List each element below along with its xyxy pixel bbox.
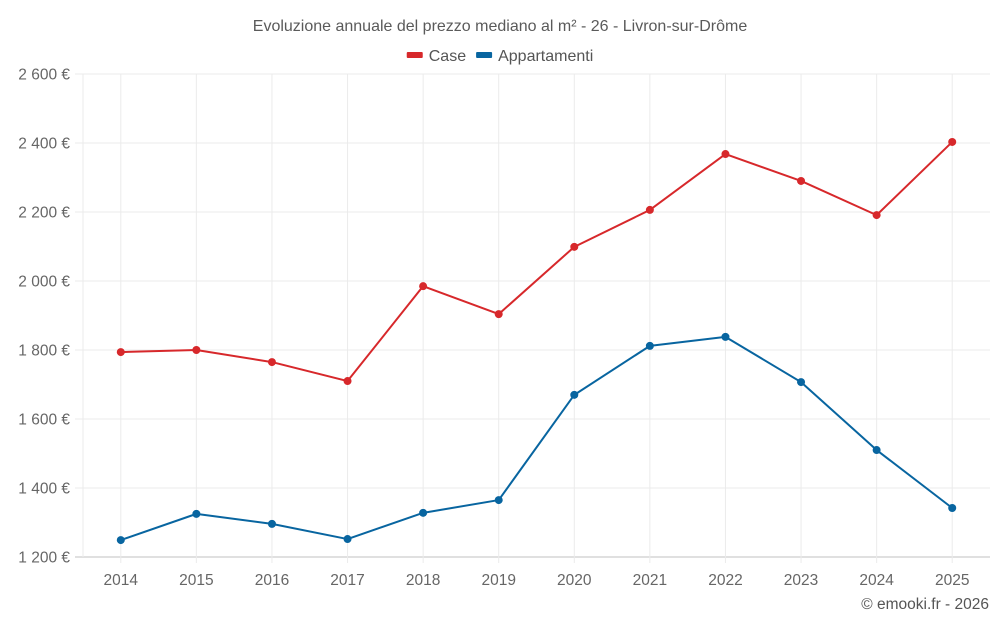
data-point[interactable]: [797, 176, 806, 185]
chart-title: Evoluzione annuale del prezzo mediano al…: [253, 18, 748, 35]
data-point[interactable]: [494, 496, 503, 505]
credit-text: © emooki.fr - 2026: [861, 596, 989, 613]
x-tick-label: 2018: [406, 572, 440, 589]
series-case: [116, 137, 957, 386]
series-line: [120, 335, 953, 542]
y-tick-label: 1 400 €: [18, 481, 70, 498]
data-point[interactable]: [192, 346, 201, 354]
y-axis-ticks: 1 200 € 1 400 € 1 600 € 1 800 € 2 000 € 2 200…: [18, 67, 70, 567]
legend-label: Case: [429, 48, 466, 65]
legend-swatch: [406, 52, 423, 58]
y-tick-label: 2 000 €: [18, 274, 70, 291]
data-point[interactable]: [872, 446, 881, 455]
x-tick-label: 2015: [179, 572, 213, 589]
data-point[interactable]: [192, 509, 201, 518]
legend-item[interactable]: Case: [406, 48, 466, 65]
y-tick-label: 1 200 €: [18, 550, 70, 567]
x-gridlines: [82, 74, 953, 563]
data-point[interactable]: [570, 242, 579, 251]
data-point[interactable]: [948, 504, 957, 513]
x-tick-label: 2024: [859, 572, 894, 589]
legend: Case Appartamenti: [406, 48, 593, 65]
series-appartamenti: [116, 332, 957, 545]
data-point[interactable]: [419, 508, 428, 517]
legend-item[interactable]: Appartamenti: [476, 48, 593, 65]
x-axis-ticks: 2014 2015 2016 2017 2018 2019 2020 2021 2022 2023…: [104, 572, 970, 589]
series-line: [120, 141, 953, 383]
y-tick-label: 2 600 €: [18, 67, 70, 84]
data-point[interactable]: [116, 536, 125, 545]
series-layer: [116, 137, 957, 545]
data-point[interactable]: [570, 390, 579, 399]
y-tick-label: 1 800 €: [18, 343, 70, 360]
data-point[interactable]: [419, 282, 428, 291]
y-gridlines: [75, 73, 990, 558]
data-point[interactable]: [721, 150, 730, 159]
data-point[interactable]: [721, 332, 730, 341]
x-tick-label: 2022: [708, 572, 742, 589]
x-tick-label: 2023: [784, 572, 818, 589]
data-point[interactable]: [645, 205, 654, 214]
y-tick-label: 2 200 €: [18, 205, 70, 222]
x-tick-label: 2017: [330, 572, 364, 589]
y-tick-label: 1 600 €: [18, 412, 70, 429]
data-point[interactable]: [645, 341, 654, 350]
data-point[interactable]: [116, 348, 125, 357]
data-point[interactable]: [343, 535, 352, 544]
data-point[interactable]: [267, 519, 276, 528]
data-point[interactable]: [872, 211, 881, 220]
data-point[interactable]: [948, 137, 957, 146]
x-tick-label: 2021: [633, 572, 667, 589]
data-point[interactable]: [267, 358, 276, 367]
legend-swatch: [476, 52, 493, 58]
x-tick-label: 2019: [481, 572, 515, 589]
x-tick-label: 2016: [255, 572, 289, 589]
data-point[interactable]: [494, 310, 503, 319]
x-tick-label: 2020: [557, 572, 592, 589]
x-tick-label: 2014: [104, 572, 139, 589]
x-tick-label: 2025: [935, 572, 969, 589]
y-tick-label: 2 400 €: [18, 136, 70, 153]
legend-label: Appartamenti: [498, 48, 593, 65]
data-point[interactable]: [797, 378, 806, 387]
data-point[interactable]: [343, 377, 352, 386]
